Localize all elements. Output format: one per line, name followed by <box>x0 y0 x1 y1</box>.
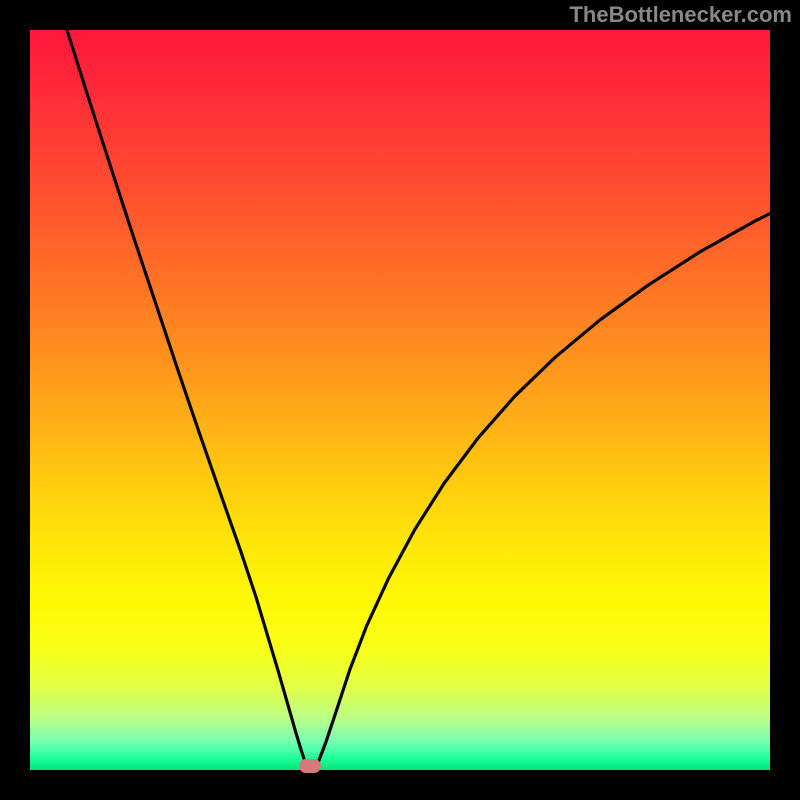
plot-area <box>30 30 770 770</box>
chart-container: TheBottlenecker.com <box>0 0 800 800</box>
bottleneck-curve <box>67 30 770 769</box>
watermark-text: TheBottlenecker.com <box>569 2 792 28</box>
optimal-point-marker <box>299 759 321 773</box>
curve-layer <box>30 30 770 770</box>
